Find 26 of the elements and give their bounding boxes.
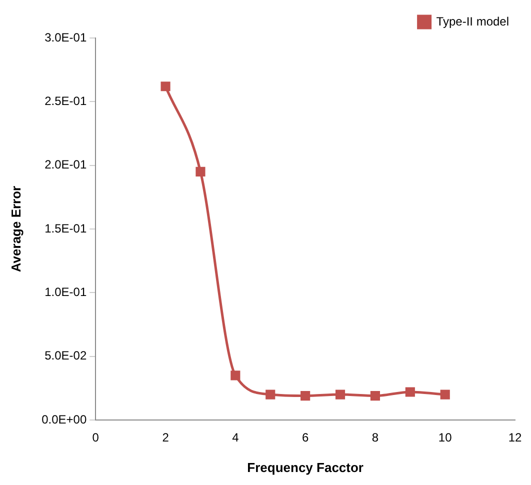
x-tick-label: 8 [372,430,379,445]
point [300,391,310,401]
y-tick-label: 0.0E+00 [42,412,87,426]
x-tick-label: 0 [92,430,100,445]
legend-label: Type-II model [436,14,510,28]
x-tick-label: 10 [438,430,452,445]
y-tick-label: 1.5E-01 [44,221,87,236]
point [266,390,276,400]
y-axis-title: Average Error [8,186,24,272]
point [405,387,415,397]
x-tick-label: 4 [232,430,240,445]
x-tick-label: 2 [162,430,170,445]
point [335,390,346,400]
point [196,166,206,176]
x-axis-title: Frequency Facctor [247,460,364,475]
x-tick-label: 6 [302,430,309,445]
x-tick-label: 12 [508,430,522,445]
y-tick-label: 2.5E-01 [44,94,87,108]
point [230,370,240,380]
y-tick-label: 1.0E-01 [44,284,87,299]
y-tick-label: 3.0E-01 [44,30,87,44]
point [160,82,170,92]
point [440,390,450,400]
y-tick-label: 2.0E-01 [44,158,87,172]
point [370,391,380,401]
y-tick-label: 5.0E-02 [44,348,87,363]
